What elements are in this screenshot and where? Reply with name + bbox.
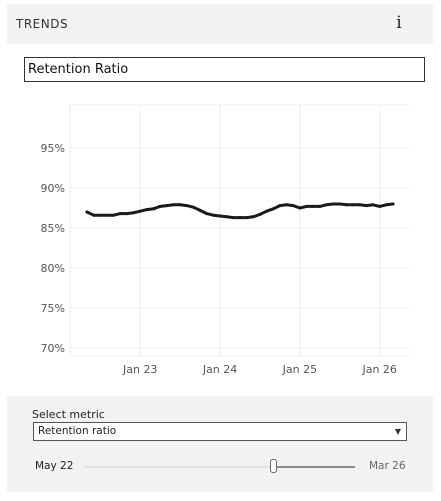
x-tick-label: Jan 25: [282, 363, 317, 376]
date-range-slider-handle[interactable]: [270, 459, 278, 473]
data-point: [338, 202, 342, 206]
data-point: [132, 211, 136, 215]
data-point: [245, 216, 249, 220]
data-point: [105, 213, 109, 217]
data-point: [125, 212, 129, 216]
data-point: [358, 203, 362, 207]
data-point: [344, 203, 348, 207]
data-point: [351, 203, 355, 207]
select-metric-label: Select metric: [32, 408, 105, 421]
chevron-down-icon: ▼: [394, 427, 401, 436]
info-icon[interactable]: i: [396, 13, 402, 33]
data-point: [231, 216, 235, 220]
date-range-slider-fill: [273, 466, 355, 468]
data-point: [165, 204, 169, 208]
data-point: [391, 202, 395, 206]
chart-card: 95% 90% 85% 80% 75% 70% Jan 23 Jan 24 Jan 25 Jan …: [7, 44, 433, 396]
y-tick-label: 70%: [41, 342, 65, 355]
data-point: [185, 204, 189, 208]
data-point: [251, 215, 255, 219]
data-point: [364, 204, 368, 208]
date-range-end-label: Mar 26: [369, 460, 406, 472]
retention-ratio-line-chart: 95% 90% 85% 80% 75% 70% Jan 23 Jan 24 Jan 25 Jan …: [41, 104, 409, 376]
data-point: [172, 203, 175, 207]
data-point: [205, 212, 209, 216]
data-point: [152, 207, 155, 211]
data-point: [384, 203, 388, 207]
data-point: [285, 203, 289, 207]
chart-controls: Select metric Retention ratio ▼ May 22 M…: [7, 396, 433, 492]
data-point: [138, 209, 142, 213]
data-point: [92, 213, 96, 217]
data-point: [305, 204, 308, 208]
data-point: [145, 208, 149, 212]
trends-panel: TRENDS i 95% 90% 85% 80% 75% 70% Jan 23 Jan 24 J…: [7, 4, 433, 492]
data-point: [311, 204, 315, 208]
y-tick-label: 75%: [41, 302, 65, 315]
y-tick-label: 85%: [41, 222, 65, 235]
data-point: [265, 209, 269, 213]
x-tick-label: Jan 24: [202, 363, 237, 376]
data-point: [211, 213, 215, 217]
x-tick-label: Jan 23: [122, 363, 157, 376]
x-tick-label: Jan 26: [361, 363, 396, 376]
data-point: [98, 213, 102, 217]
data-point: [318, 204, 322, 208]
metric-select-value: Retention ratio: [38, 425, 117, 437]
data-point: [298, 206, 302, 210]
y-tick-label: 80%: [41, 262, 65, 275]
data-point: [158, 204, 162, 208]
data-point: [278, 204, 282, 208]
date-range-slider-track[interactable]: [84, 466, 355, 468]
data-point: [271, 207, 275, 211]
data-point: [225, 215, 229, 219]
chart-title: Retention Ratio: [24, 57, 425, 82]
data-point: [291, 204, 295, 208]
y-tick-label: 90%: [41, 182, 65, 195]
data-point: [238, 216, 242, 220]
data-point: [258, 212, 262, 216]
data-point: [331, 202, 335, 206]
data-point: [371, 203, 375, 207]
y-tick-label: 95%: [41, 142, 65, 155]
data-point: [85, 210, 89, 214]
data-point: [218, 214, 222, 218]
data-point: [112, 213, 116, 217]
data-point: [118, 212, 122, 216]
panel-title: TRENDS: [16, 17, 69, 31]
data-point: [378, 204, 382, 208]
date-range-start-label: May 22: [35, 460, 74, 472]
data-point: [191, 205, 195, 209]
data-point: [178, 203, 182, 207]
metric-select[interactable]: Retention ratio ▼: [33, 422, 407, 441]
data-point: [198, 208, 202, 212]
data-point: [325, 203, 328, 207]
